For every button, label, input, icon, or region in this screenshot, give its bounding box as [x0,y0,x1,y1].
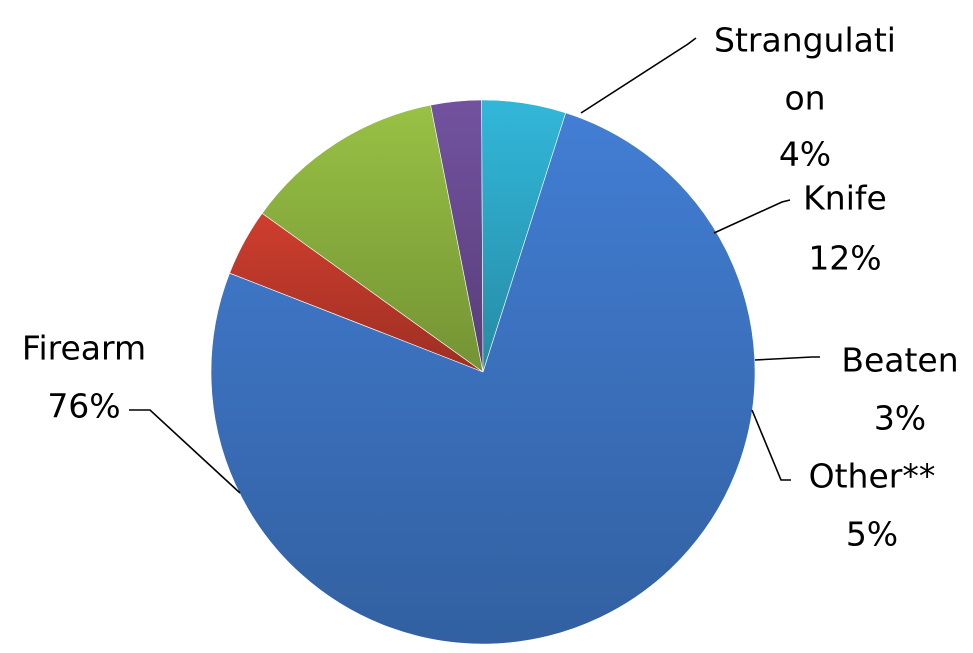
leader-line [754,356,820,361]
data-labels: Strangulati on 4% Knife 12% Beaten 3% Other** 5%… [22,21,959,554]
slice-percent-label: 12% [808,239,881,278]
slice-category-label: Firearm [22,329,146,368]
leader-line [713,199,791,234]
slice-category-label: Knife [803,179,887,218]
leader-line [580,37,697,114]
leader-lines [129,37,820,494]
slice-category-label: on [784,79,825,118]
slice-percent-label: 3% [874,399,926,438]
slice-category-label: Strangulati [714,21,896,60]
pie-slices [210,99,756,645]
slice-category-label: Other** [809,457,936,496]
slice-percent-label: 5% [846,515,898,554]
leader-line [751,409,791,481]
slice-category-label: Beaten [841,341,958,380]
slice-percent-label: 4% [779,135,831,174]
pie-slice-firearm [210,112,756,645]
pie-slice-knife [261,104,484,373]
leader-line [129,409,241,494]
slice-percent-label: 76% [47,387,120,426]
